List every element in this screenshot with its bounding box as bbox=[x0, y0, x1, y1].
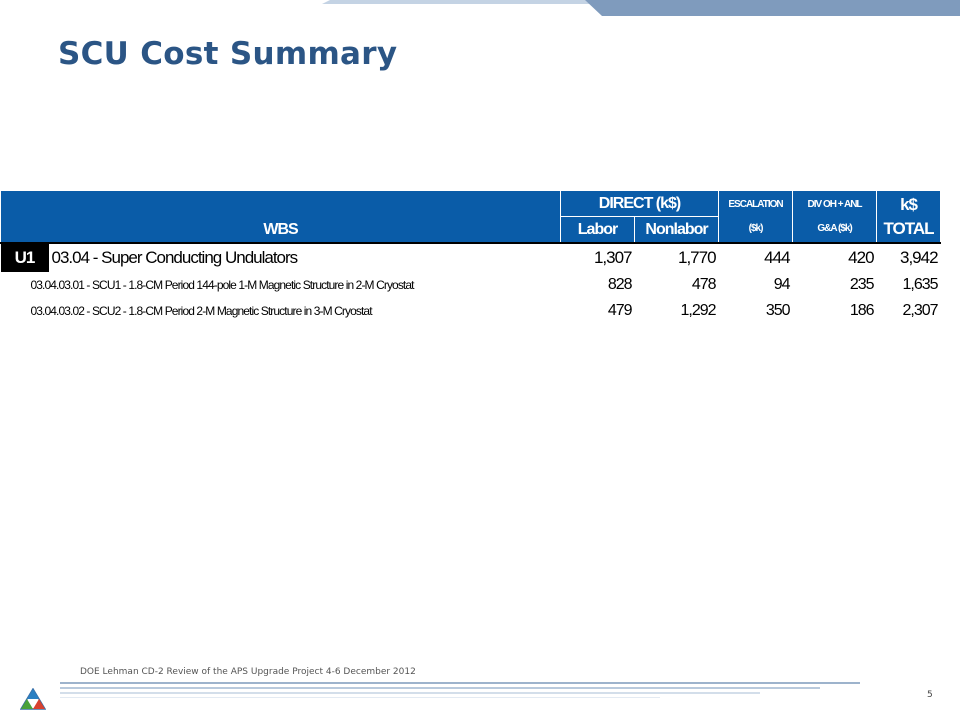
page-number: 5 bbox=[927, 690, 933, 700]
labor-value: 828 bbox=[607, 276, 633, 293]
top-decor-band bbox=[322, 0, 960, 16]
labor-header: Labor bbox=[560, 216, 636, 244]
row-description: 03.04.03.02 - SCU2 - 1.8-CM Period 2-M M… bbox=[30, 304, 373, 318]
wbs-code: U1 bbox=[0, 242, 49, 272]
divoh-header: DIV OH + ANL G&A ($k) bbox=[792, 190, 878, 244]
wbs-header: WBS bbox=[0, 190, 562, 244]
direct-header: DIRECT (k$) bbox=[560, 190, 720, 217]
table-row: 03.04.03.02 - SCU2 - 1.8-CM Period 2-M M… bbox=[1, 298, 941, 324]
escalation-header-unit: ($k) bbox=[748, 222, 764, 234]
total-value: 1,635 bbox=[902, 276, 938, 293]
cost-summary-table-wrap: WBS DIRECT (k$) ESCALATION ($k) DIV OH +… bbox=[0, 190, 942, 324]
divoh-header-label: DIV OH + ANL bbox=[807, 198, 863, 210]
footer-divider-lines bbox=[60, 682, 860, 698]
escalation-value: 444 bbox=[718, 242, 793, 272]
row-description: 03.04.03.01 - SCU1 - 1.8-CM Period 144-p… bbox=[30, 278, 415, 292]
total-value: 2,307 bbox=[902, 302, 938, 319]
escalation-header: ESCALATION ($k) bbox=[718, 190, 794, 244]
nonlabor-value: 1,292 bbox=[680, 302, 716, 319]
escalation-value: 94 bbox=[773, 276, 791, 293]
table-row: 03.04.03.01 - SCU1 - 1.8-CM Period 144-p… bbox=[1, 272, 941, 298]
table-row: U1 03.04 - Super Conducting Undulators 1… bbox=[0, 242, 941, 272]
divoh-value: 235 bbox=[849, 276, 875, 293]
cost-summary-table: WBS DIRECT (k$) ESCALATION ($k) DIV OH +… bbox=[0, 190, 942, 324]
total-header: k$ TOTAL bbox=[876, 190, 942, 244]
labor-value: 1,307 bbox=[560, 242, 635, 272]
escalation-value: 350 bbox=[765, 302, 791, 319]
divoh-value: 186 bbox=[849, 302, 875, 319]
labor-value: 479 bbox=[607, 302, 633, 319]
nonlabor-value: 478 bbox=[691, 276, 717, 293]
divoh-value: 420 bbox=[792, 242, 877, 272]
footer-text: DOE Lehman CD-2 Review of the APS Upgrad… bbox=[80, 667, 416, 677]
nonlabor-header: Nonlabor bbox=[634, 216, 720, 244]
row-description: 03.04 - Super Conducting Undulators bbox=[48, 242, 561, 272]
total-value: 3,942 bbox=[876, 242, 941, 272]
divoh-header-sub: G&A ($k) bbox=[817, 222, 852, 234]
aps-logo-icon bbox=[20, 688, 46, 710]
ks-header-label: k$ bbox=[900, 194, 918, 214]
total-header-label: TOTAL bbox=[883, 218, 934, 238]
escalation-header-label: ESCALATION bbox=[728, 198, 783, 210]
slide-title: SCU Cost Summary bbox=[58, 36, 398, 72]
nonlabor-value: 1,770 bbox=[634, 242, 719, 272]
